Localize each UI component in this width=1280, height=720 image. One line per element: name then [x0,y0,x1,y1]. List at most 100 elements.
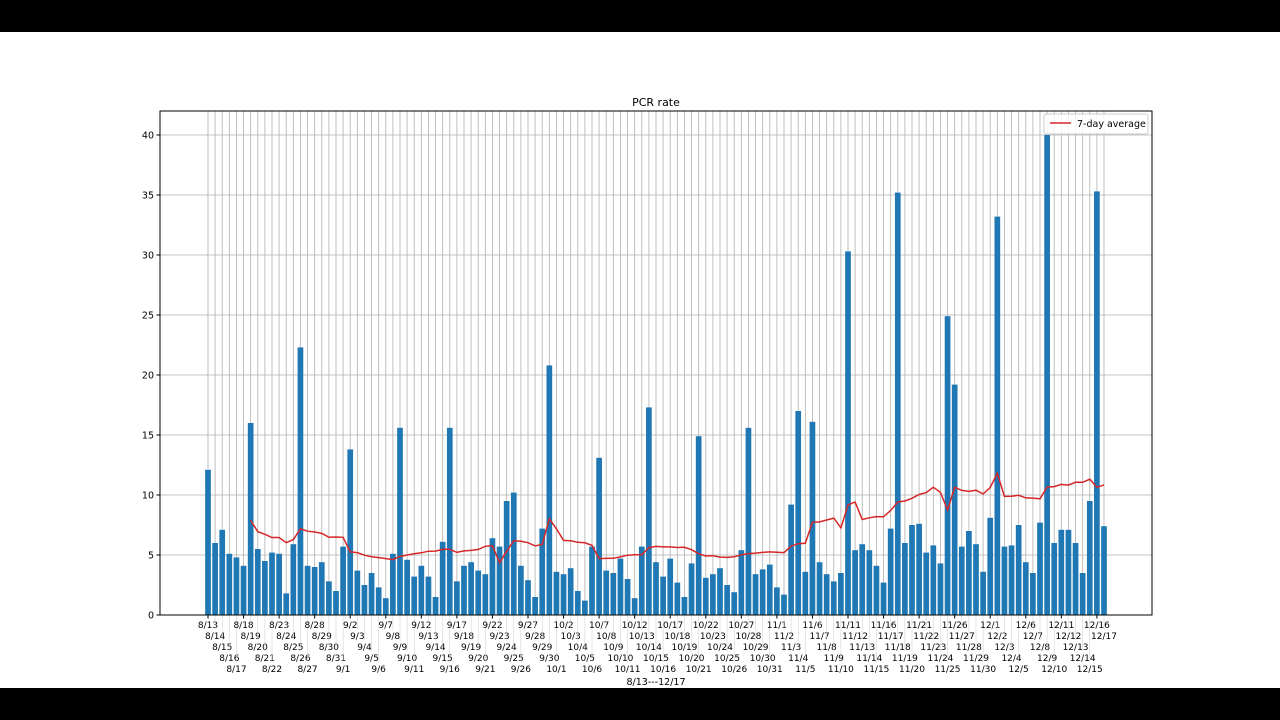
bar [916,523,922,615]
bar [617,558,624,615]
figure-canvas: PCR rate 0 5 10 15 20 25 30 35 40 8/13 8/14 8/15 8/… [0,32,1280,688]
x-tick-label: 11/19 [892,654,918,664]
x-tick-label: 11/12 [842,632,868,642]
bar [646,407,652,615]
x-tick-label: 8/30 [319,643,339,653]
bar [838,573,844,615]
x-tick-label: 10/13 [629,632,655,642]
x-tick-label: 9/17 [447,621,467,631]
bar [973,544,979,615]
x-tick-label: 11/17 [878,632,904,642]
x-tick-label: 8/14 [205,632,225,642]
bar [262,561,268,615]
bar [254,549,261,615]
bar [674,582,681,615]
x-tick-label: 9/26 [511,665,531,675]
plot-frame [159,110,1153,616]
bar [638,546,645,615]
x-tick-label: 12/1 [980,621,1000,631]
x-tick-label: 10/17 [657,621,683,631]
x-tick-label: 9/10 [397,654,417,664]
x-tick-label: 11/28 [956,643,982,653]
x-tick-label: 11/24 [927,654,953,664]
bar [390,553,396,615]
bar [468,562,474,615]
bar [454,581,460,615]
x-tick-label: 12/13 [1063,643,1089,653]
x-tick-label: 8/17 [226,665,246,675]
bar [290,544,297,615]
bar [546,365,553,615]
x-tick-label: 11/16 [871,621,897,631]
x-tick-label: 12/17 [1091,632,1117,642]
x-tick-label: 10/20 [679,654,705,664]
bar [631,598,638,615]
bar [880,582,887,615]
bar [304,565,311,615]
x-tick-label: 11/20 [899,665,925,675]
x-tick-label: 12/7 [1023,632,1043,642]
x-tick-label: 12/8 [1030,643,1050,653]
bar [1086,501,1093,615]
bar [887,528,894,615]
bar [745,427,752,615]
bar [958,546,965,615]
x-tick-label: 10/22 [693,621,719,631]
bar [1065,529,1072,615]
x-tick-label: 9/23 [489,632,509,642]
y-tick-label: 15 [142,431,154,442]
bar [276,553,282,615]
x-tick-label: 11/8 [817,643,837,653]
bar [866,550,873,615]
bar [247,423,254,615]
x-tick-label: 8/25 [283,643,303,653]
legend: 7-day average [1043,113,1149,135]
x-tick-label: 11/23 [920,643,946,653]
x-tick-label: 9/13 [418,632,438,642]
bar [930,545,937,615]
x-tick-label: 10/10 [607,654,633,664]
bar [510,492,517,615]
bar [326,581,332,615]
bar [724,585,730,615]
x-tick-label: 11/25 [935,665,961,675]
x-tick-label: 12/15 [1077,665,1103,675]
bar [944,316,951,615]
y-tick-label: 5 [148,551,154,562]
x-tick-label: 8/15 [212,643,232,653]
y-tick-label: 35 [142,191,154,202]
bar [446,427,453,615]
bar [653,562,659,615]
x-tick-label: 9/25 [504,654,524,664]
bar [695,436,702,615]
x-axis: 8/138/148/158/168/17 8/188/198/208/218/22… [198,615,1117,675]
bar [809,421,816,615]
x-tick-label: 9/29 [532,643,552,653]
bar [589,546,595,615]
bar [795,411,802,615]
x-tick-label: 9/20 [468,654,488,664]
x-tick-label: 11/15 [863,665,889,675]
x-tick-label: 10/11 [615,665,641,675]
x-tick-label: 10/28 [735,632,761,642]
bar [560,574,567,615]
bar [738,550,745,615]
x-tick-label: 10/18 [664,632,690,642]
x-tick-label: 11/1 [767,621,787,631]
x-tick-label: 10/8 [596,632,616,642]
x-tick-label: 9/14 [425,643,445,653]
bar [1008,545,1015,615]
x-tick-label: 10/12 [622,621,648,631]
x-tick-label: 12/10 [1041,665,1067,675]
bar [1094,191,1100,615]
bar [525,580,531,615]
x-tick-label: 9/16 [440,665,460,675]
y-tick-label: 0 [148,611,154,622]
x-tick-label: 11/29 [963,654,989,664]
x-tick-label: 10/23 [700,632,726,642]
x-tick-label: 10/31 [757,665,783,675]
x-tick-label: 12/6 [1016,621,1036,631]
x-tick-label: 9/8 [386,632,401,642]
